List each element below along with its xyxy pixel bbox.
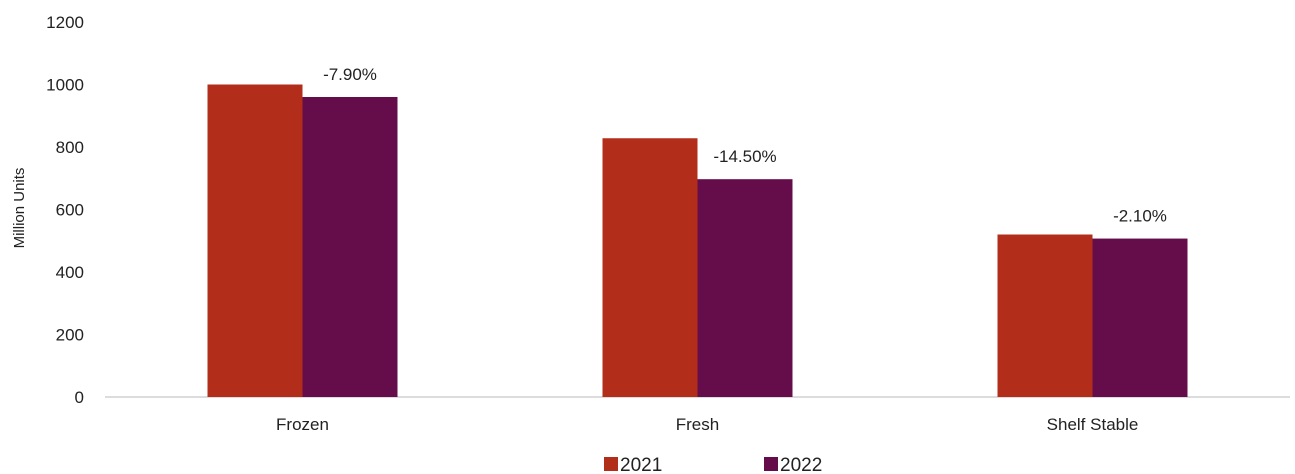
y-tick-label: 800 bbox=[56, 138, 84, 157]
bar-frozen-2021 bbox=[207, 84, 303, 397]
category-label: Fresh bbox=[676, 415, 719, 434]
y-axis: 0 200 400 600 800 1000 1200 bbox=[46, 13, 84, 407]
change-annotation: -7.90% bbox=[323, 65, 377, 84]
category-labels: Frozen Fresh Shelf Stable bbox=[276, 415, 1138, 434]
y-tick-label: 600 bbox=[56, 201, 84, 220]
y-tick-label: 1000 bbox=[46, 76, 84, 95]
bar-shelf-stable-2022 bbox=[1092, 238, 1188, 397]
y-tick-label: 400 bbox=[56, 263, 84, 282]
y-tick-label: 1200 bbox=[46, 13, 84, 32]
bars bbox=[207, 84, 1188, 397]
bar-frozen-2022 bbox=[302, 97, 398, 397]
legend-label-2021: 2021 bbox=[620, 455, 662, 474]
bar-shelf-stable-2021 bbox=[997, 234, 1093, 397]
annotations: -7.90% -14.50% -2.10% bbox=[323, 65, 1167, 226]
bar-fresh-2022 bbox=[697, 179, 793, 397]
legend-label-2022: 2022 bbox=[780, 455, 822, 474]
y-tick-label: 0 bbox=[75, 388, 84, 407]
change-annotation: -2.10% bbox=[1113, 207, 1167, 226]
legend-swatch-2022 bbox=[764, 457, 778, 471]
change-annotation: -14.50% bbox=[713, 147, 776, 166]
legend-swatch-2021 bbox=[604, 457, 618, 471]
y-axis-title: Million Units bbox=[11, 168, 28, 249]
y-tick-label: 200 bbox=[56, 326, 84, 345]
legend: 2021 2022 bbox=[604, 455, 822, 474]
category-label: Frozen bbox=[276, 415, 329, 434]
category-label: Shelf Stable bbox=[1047, 415, 1139, 434]
bar-fresh-2021 bbox=[602, 138, 698, 397]
